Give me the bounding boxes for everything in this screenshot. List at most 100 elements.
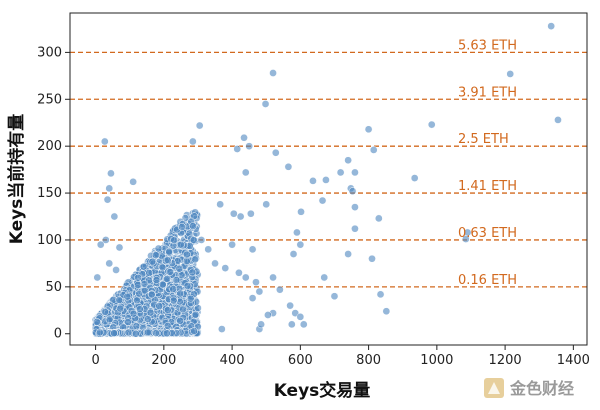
data-point (351, 224, 359, 233)
y-tick-label: 200 (37, 139, 62, 154)
data-point (152, 276, 161, 284)
data-point (269, 273, 277, 282)
x-axis-title: Keys交易量 (274, 380, 371, 401)
data-point (96, 240, 105, 249)
data-point (189, 222, 197, 230)
data-point (318, 196, 327, 205)
data-point (351, 203, 359, 211)
data-point (235, 268, 243, 277)
data-point (351, 168, 359, 177)
data-point (155, 302, 164, 310)
data-point (145, 269, 154, 277)
data-point (191, 310, 200, 319)
data-point (247, 209, 255, 218)
data-point (296, 240, 305, 249)
data-point (100, 137, 109, 146)
reference-line-label: 5.63 ETH (458, 38, 517, 53)
y-tick-label: 50 (45, 280, 62, 295)
data-point (170, 236, 178, 245)
data-point (269, 69, 277, 77)
data-point (368, 254, 376, 263)
data-point (179, 305, 187, 314)
data-point (158, 280, 167, 289)
data-point (176, 316, 185, 325)
data-point (183, 282, 192, 290)
data-point (382, 307, 391, 316)
data-point (162, 329, 171, 338)
data-point (344, 156, 352, 165)
data-point (299, 320, 308, 329)
x-tick-label: 1400 (557, 353, 590, 368)
data-point (116, 304, 125, 313)
data-point (257, 320, 265, 329)
data-point (369, 146, 378, 154)
data-point (291, 309, 300, 317)
data-point (154, 244, 163, 253)
data-point (182, 257, 191, 266)
data-point (248, 294, 257, 302)
plot-frame (69, 12, 588, 346)
data-point (286, 301, 294, 310)
data-point (183, 250, 191, 259)
data-point (93, 273, 102, 282)
data-point (189, 236, 198, 244)
data-point (320, 273, 329, 282)
x-tick-label: 400 (220, 353, 245, 368)
y-tick-label: 300 (37, 45, 62, 60)
data-point (241, 273, 250, 282)
data-point (186, 294, 195, 303)
data-point (163, 306, 172, 314)
data-point (364, 125, 373, 134)
data-point (165, 247, 173, 256)
data-point (216, 200, 225, 209)
data-point (124, 318, 132, 326)
data-point (103, 195, 112, 204)
data-point (107, 169, 115, 178)
reference-line-label: 3.91 ETH (458, 85, 517, 100)
data-point (284, 162, 293, 171)
data-point (248, 245, 257, 254)
data-point (172, 276, 181, 284)
data-point (105, 259, 114, 268)
data-point (293, 228, 301, 237)
x-tick-label: 600 (288, 353, 313, 368)
x-tick-label: 1200 (489, 353, 522, 368)
data-point (129, 177, 137, 186)
y-tick-label: 150 (37, 186, 62, 201)
data-point (336, 168, 345, 177)
data-point (241, 168, 250, 177)
data-point (462, 235, 470, 243)
data-point (330, 292, 339, 301)
data-point (139, 262, 148, 271)
data-point (218, 325, 226, 333)
data-point (204, 245, 213, 254)
data-point (245, 142, 254, 151)
data-point (264, 311, 272, 319)
y-tick-label: 100 (37, 233, 62, 248)
reference-line-labels: 0.16 ETH 0.63 ETH 1.41 ETH 2.5 ETH 3.91 ETH 5… (458, 38, 517, 287)
data-point (287, 320, 296, 329)
watermark-text: 金色财经 (509, 379, 574, 398)
data-point (146, 308, 155, 317)
data-point (229, 209, 238, 218)
data-point (143, 315, 152, 323)
data-point (152, 329, 160, 337)
data-point (240, 133, 248, 142)
reference-lines (70, 51, 587, 288)
data-point (129, 309, 138, 318)
data-point (140, 280, 149, 288)
data-point (289, 250, 298, 258)
data-point (175, 264, 184, 273)
data-point (190, 327, 198, 335)
data-point (124, 328, 133, 337)
data-point (163, 322, 172, 330)
data-point (195, 121, 204, 130)
data-point (276, 285, 284, 294)
data-point (134, 273, 142, 282)
data-point (169, 285, 178, 293)
data-point (95, 328, 104, 337)
y-axis-ticks: 0 50 100 150 200 250 300 (37, 45, 70, 342)
reference-line-label: 0.63 ETH (458, 226, 517, 241)
data-point (376, 290, 385, 299)
